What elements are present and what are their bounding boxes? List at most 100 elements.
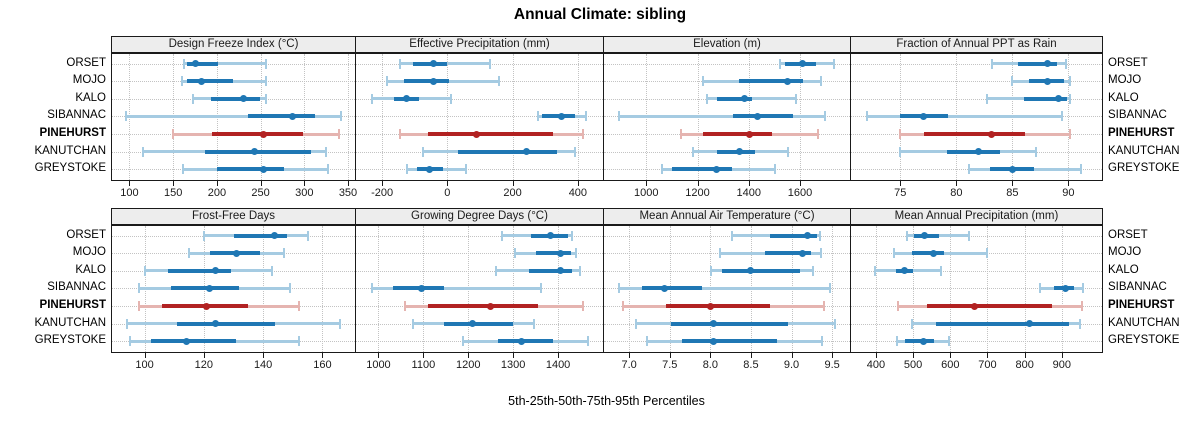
axis-tick-mark (468, 352, 470, 358)
whisker-cap-left (172, 129, 175, 140)
gridline-horizontal (851, 63, 1102, 65)
median-dot (240, 95, 248, 103)
median-dot (259, 165, 267, 173)
whisker-cap-left (125, 318, 128, 329)
axis-tick-label: 1200 (456, 358, 481, 371)
iqr-bar-25-75 (904, 339, 934, 344)
median-dot (1043, 60, 1051, 67)
axis-tick-mark (1061, 352, 1063, 358)
median-dot (710, 337, 718, 345)
site-label-left-pinehurst: PINEHURST (39, 299, 106, 312)
whisker-cap-right (940, 265, 943, 276)
median-dot (556, 267, 564, 275)
whisker-cap-left (991, 58, 994, 69)
iqr-bar-25-75 (403, 79, 449, 84)
median-dot (753, 112, 761, 120)
axis-tick-label: 300 (295, 186, 314, 199)
whisker-cap-left (702, 76, 705, 87)
gridline-horizontal (851, 341, 1102, 343)
whisker-cap-right (1079, 318, 1082, 329)
gridline-horizontal (851, 81, 1102, 83)
axis-tick-label: 1100 (411, 358, 436, 371)
whisker-cap-left (180, 76, 183, 87)
iqr-bar-25-75 (413, 61, 447, 66)
median-dot (987, 130, 995, 138)
site-label-right-sibannac: SIBANNAC (1108, 281, 1167, 294)
iqr-bar-25-75 (702, 132, 773, 137)
whisker-cap-right (828, 283, 831, 294)
axis-tick-label: 8.0 (702, 358, 718, 371)
axis-tick-label: 900 (1052, 358, 1071, 371)
chart-title: Annual Climate: sibling (513, 6, 687, 23)
median-dot (429, 77, 437, 85)
whisker-cap-left (617, 111, 620, 122)
iqr-bar-25-75 (427, 304, 539, 309)
whisker-cap-left (731, 230, 734, 241)
whisker-cap-right (1079, 164, 1082, 175)
iqr-bar-25-75 (210, 96, 260, 101)
whisker-cap-left (398, 58, 401, 69)
iqr-bar-25-75 (443, 321, 514, 326)
panel-strip-design-freeze-index-c: Design Freeze Index (°C) (111, 36, 356, 53)
panel-effective-precipitation-mm (355, 53, 604, 181)
median-dot (191, 60, 199, 67)
axis-tick-mark (987, 352, 989, 358)
median-dot (706, 302, 714, 310)
axis-tick-mark (348, 180, 349, 186)
axis-tick-label: 0 (444, 186, 451, 199)
site-label-left-orset: ORSET (66, 56, 106, 69)
whisker-cap-right (573, 146, 576, 157)
whisker-cap-right (578, 265, 581, 276)
site-label-left-kanutchan: KANUTCHAN (34, 144, 106, 157)
iqr-bar-25-75 (216, 167, 285, 172)
whisker-cap-right (1068, 93, 1071, 104)
iqr-bar-25-75 (670, 321, 789, 326)
percentile-band-5-95 (866, 114, 1062, 118)
median-dot (523, 148, 531, 156)
whisker-cap-left (422, 146, 425, 157)
axis-tick-label: 1200 (685, 186, 710, 199)
median-dot (259, 130, 267, 138)
axis-tick-label: 400 (568, 186, 588, 199)
site-label-right-kanutchan: KANUTCHAN (1108, 144, 1180, 157)
iqr-bar-25-75 (177, 321, 275, 326)
axis-tick-mark (1012, 180, 1014, 186)
axis-tick-mark (203, 352, 205, 358)
whisker-cap-right (326, 164, 329, 175)
whisker-cap-left (865, 111, 868, 122)
whisker-cap-right (1060, 111, 1063, 122)
whisker-cap-right (540, 283, 543, 294)
whisker-cap-left (719, 248, 722, 259)
median-dot (271, 232, 279, 239)
median-dot (418, 284, 426, 292)
median-dot (469, 320, 477, 328)
axis-tick-mark (800, 180, 802, 186)
whisker-cap-right (967, 230, 970, 241)
gridline-horizontal (604, 63, 850, 65)
median-dot (804, 232, 812, 239)
axis-tick-mark (173, 180, 175, 186)
whisker-cap-right (297, 336, 300, 347)
whisker-cap-right (339, 318, 342, 329)
whisker-cap-left (385, 76, 388, 87)
axis-tick-label: 200 (207, 186, 227, 199)
whisker-cap-left (461, 336, 464, 347)
median-dot (182, 337, 190, 345)
median-dot (487, 302, 495, 310)
whisker-cap-left (412, 318, 415, 329)
whisker-cap-left (537, 111, 540, 122)
whisker-cap-right (264, 58, 267, 69)
gridline-horizontal (851, 270, 1102, 272)
site-label-left-greystoke: GREYSTOKE (34, 334, 106, 347)
whisker-cap-right (582, 129, 585, 140)
axis-tick-mark (697, 180, 699, 186)
median-dot (901, 267, 909, 275)
axis-tick-label: 350 (338, 186, 358, 199)
axis-tick-label: 700 (978, 358, 997, 371)
iqr-bar-25-75 (912, 251, 944, 256)
iqr-bar-25-75 (935, 321, 1070, 326)
site-label-right-greystoke: GREYSTOKE (1108, 162, 1180, 175)
whisker-cap-right (340, 111, 342, 122)
gridline-horizontal (356, 253, 603, 255)
median-dot (1008, 165, 1016, 173)
